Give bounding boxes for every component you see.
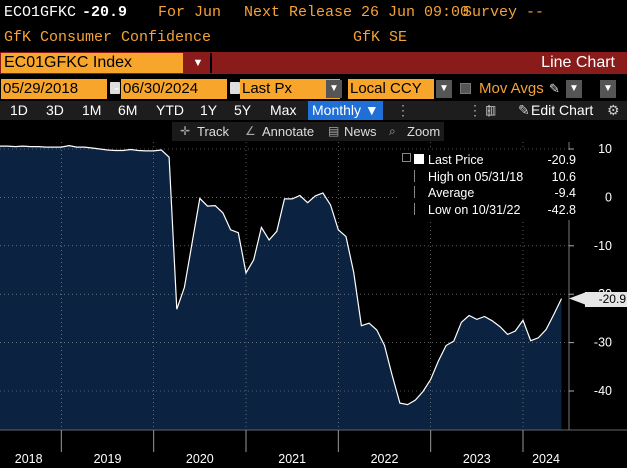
y-tick-label: -40 <box>594 384 612 398</box>
last-value-callout: -20.9 <box>585 292 627 307</box>
divider <box>210 53 212 73</box>
news-button[interactable]: News <box>344 124 377 139</box>
chevron-down-icon[interactable]: ▼ <box>326 80 342 98</box>
legend-value: -9.4 <box>554 186 576 200</box>
calendar-icon[interactable] <box>230 82 240 94</box>
legend-label: Low on 10/31/22 <box>428 203 521 217</box>
y-tick-label: -30 <box>594 336 612 350</box>
period-button-5y[interactable]: 5Y <box>234 102 252 118</box>
legend-box-icon <box>402 153 411 162</box>
crosshair-icon[interactable]: ✛ <box>180 124 191 138</box>
mov-avgs-checkbox[interactable] <box>460 83 471 94</box>
period-button-3d[interactable]: 3D <box>46 102 64 118</box>
description-row: GfK Consumer Confidence GfK SE <box>0 29 627 49</box>
mov-avgs-label: Mov Avgs <box>479 80 544 97</box>
zoom-button[interactable]: Zoom <box>407 124 441 139</box>
track-button[interactable]: Track <box>197 124 230 139</box>
legend-marker <box>414 203 422 215</box>
x-tick-label: 2019 <box>94 452 122 466</box>
currency-select[interactable]: Local CCY <box>348 79 434 99</box>
area-fill <box>0 145 562 430</box>
date-separator: - <box>114 80 119 97</box>
period-button-max[interactable]: Max <box>270 102 297 118</box>
series-line <box>0 144 563 406</box>
legend-high: High on 05/31/18 10.6 <box>398 169 576 185</box>
edit-chart-pencil-icon[interactable]: ✎ <box>518 102 530 118</box>
header-row: ECO1GFKC -20.9 For Jun Next Release 26 J… <box>0 4 627 26</box>
legend-marker <box>414 170 422 182</box>
grip-icon: ⋮⋮ <box>468 102 496 118</box>
security-field[interactable]: EC01GFKC Index <box>1 53 183 73</box>
price-field-select[interactable]: Last Px <box>240 79 340 99</box>
description: GfK Consumer Confidence <box>4 29 212 46</box>
chevron-down-icon[interactable]: ▼ <box>600 80 616 98</box>
period-button-6m[interactable]: 6M <box>118 102 138 118</box>
x-tick-label: 2020 <box>186 452 214 466</box>
calendar-icon[interactable] <box>110 82 120 94</box>
x-tick-label: 2022 <box>371 452 399 466</box>
period-button-ytd[interactable]: YTD <box>156 102 184 118</box>
y-tick-label: -10 <box>594 239 612 253</box>
period-label: For Jun <box>158 4 222 21</box>
news-icon[interactable]: ▤ <box>328 124 340 138</box>
zoom-icon[interactable]: ⌕ <box>389 124 396 138</box>
chevron-down-icon[interactable]: ▼ <box>566 80 582 98</box>
chevron-down-icon[interactable]: ▼ <box>436 80 452 98</box>
start-date-input[interactable]: 05/29/2018 <box>1 79 107 99</box>
legend-last-price: Last Price -20.9 <box>398 152 576 168</box>
legend-marker <box>414 186 422 198</box>
ticker-value: -20.9 <box>82 4 128 21</box>
tool-bar: ✛ Track ∠ Annotate ▤ News ⌕ Zoom <box>0 122 627 141</box>
y-tick-label: 0 <box>605 190 612 204</box>
legend-value: -42.8 <box>547 203 577 217</box>
legend-value: -20.9 <box>547 153 577 167</box>
legend-label: Last Price <box>428 153 484 167</box>
pencil-icon[interactable]: ✎ <box>549 81 560 96</box>
next-release-label: Next Release 26 Jun 09:00 <box>244 4 470 21</box>
x-tick-label: 2021 <box>278 452 306 466</box>
x-tick-label: 2023 <box>463 452 491 466</box>
chart-type-label[interactable]: Line Chart <box>541 54 615 71</box>
end-date-input[interactable]: 06/30/2024 <box>121 79 227 99</box>
legend-low: Low on 10/31/22 -42.8 <box>398 202 576 218</box>
period-button-1m[interactable]: 1M <box>82 102 102 118</box>
more-icon[interactable]: ⋮ <box>396 102 410 118</box>
legend-label: High on 05/31/18 <box>428 170 524 184</box>
x-tick-label: 2024 <box>532 452 560 466</box>
callout-pointer <box>569 292 585 305</box>
legend-swatch <box>414 154 424 164</box>
legend-value: 10.6 <box>551 170 576 184</box>
annotate-icon[interactable]: ∠ <box>245 124 256 138</box>
period-button-1d[interactable]: 1D <box>10 102 28 118</box>
legend-label: Average <box>428 186 475 200</box>
source: GfK SE <box>353 29 408 46</box>
legend-average: Average -9.4 <box>398 185 576 201</box>
period-bar: 1D 3D 1M 6M YTD 1Y 5Y Max Monthly ▼ ⋮ ⋮⋮… <box>0 101 627 120</box>
annotate-button[interactable]: Annotate <box>262 124 315 139</box>
range-bar: 05/29/2018 - 06/30/2024 Last Px ▼ Local … <box>0 79 627 101</box>
frequency-select[interactable]: Monthly ▼ <box>308 101 383 120</box>
chart-icon[interactable]: ▥ <box>485 103 497 117</box>
tool-bar-background <box>172 122 444 141</box>
security-dropdown-icon[interactable]: ▼ <box>192 57 204 69</box>
gear-icon[interactable]: ⚙ <box>607 102 620 118</box>
y-tick-label: 10 <box>598 142 612 156</box>
legend: Last Price -20.9 High on 05/31/18 10.6 A… <box>398 150 576 220</box>
x-tick-label: 2018 <box>15 452 43 466</box>
survey-label: Survey -- <box>463 4 545 21</box>
period-button-1y[interactable]: 1Y <box>200 102 218 118</box>
edit-chart-button[interactable]: Edit Chart <box>531 102 594 118</box>
ticker-symbol: ECO1GFKC <box>4 4 77 21</box>
